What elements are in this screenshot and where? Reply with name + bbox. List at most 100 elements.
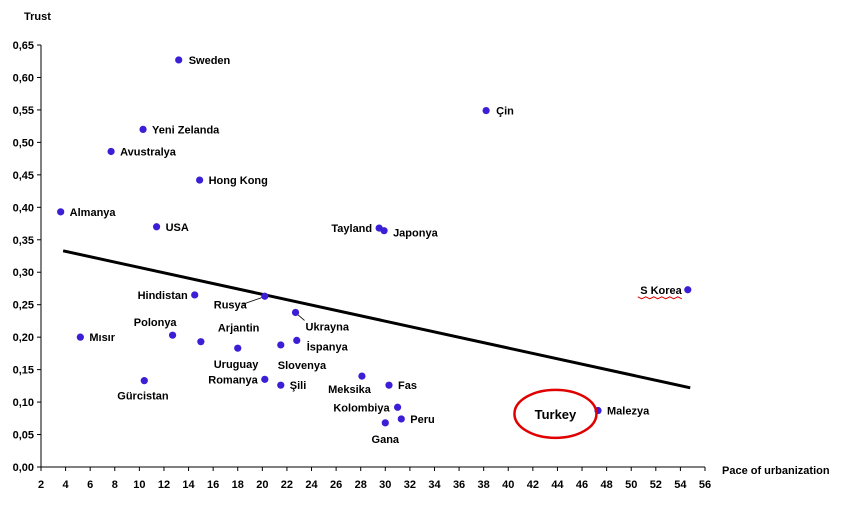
x-tick-label: 34 bbox=[428, 479, 441, 491]
data-point bbox=[482, 106, 490, 115]
turkey-label: Turkey bbox=[535, 407, 577, 422]
data-point-label: S Korea bbox=[640, 285, 682, 297]
x-tick-label: 2 bbox=[38, 479, 44, 491]
x-tick-label: 8 bbox=[112, 479, 118, 491]
x-tick-label: 44 bbox=[551, 479, 564, 491]
data-point bbox=[57, 208, 65, 216]
x-tick-label: 22 bbox=[281, 479, 293, 491]
turkey-highlight-circle bbox=[513, 388, 598, 440]
y-tick-label: 0,20 bbox=[13, 332, 34, 344]
x-tick-label: 52 bbox=[650, 479, 662, 491]
data-point bbox=[139, 125, 147, 133]
data-point-label: Avustralya bbox=[120, 146, 177, 158]
data-point-label: Malezya bbox=[607, 406, 650, 418]
y-tick-label: 0,55 bbox=[13, 105, 34, 117]
y-tick-label: 0,50 bbox=[13, 137, 34, 149]
data-point-label: Sweden bbox=[189, 55, 231, 67]
x-axis-title: Pace of urbanization bbox=[722, 465, 830, 477]
data-point-label: Fas bbox=[398, 380, 417, 392]
axes: 0,00 0,05 0,10 0,15 0,20 0,25 0,30 0,35 0,40 0,45… bbox=[13, 40, 712, 491]
data-point-label: Kolombiya bbox=[333, 402, 390, 414]
y-tick-label: 0,65 bbox=[13, 40, 34, 52]
x-tick-label: 16 bbox=[207, 479, 219, 491]
data-point-label: Uruguay bbox=[214, 359, 259, 371]
data-point bbox=[380, 227, 388, 235]
data-point bbox=[261, 375, 269, 383]
y-tick-label: 0,60 bbox=[13, 72, 34, 84]
data-point bbox=[191, 291, 199, 299]
data-point-label: Hong Kong bbox=[209, 175, 268, 187]
trendline-group bbox=[62, 249, 691, 390]
data-point-label: Hindistan bbox=[138, 290, 188, 302]
x-tick-label: 20 bbox=[256, 479, 268, 491]
y-tick-label: 0,00 bbox=[13, 462, 34, 474]
y-tick-label: 0,45 bbox=[13, 170, 34, 182]
data-point-label: Rusya bbox=[214, 299, 248, 311]
data-point bbox=[277, 381, 285, 389]
data-point-label: Romanya bbox=[208, 374, 258, 386]
data-point-label: Yeni Zelanda bbox=[152, 124, 220, 136]
y-tick-label: 0,15 bbox=[13, 365, 34, 377]
label-underline bbox=[637, 296, 683, 300]
y-tick-label: 0,40 bbox=[13, 202, 34, 214]
annotation-group: Turkey bbox=[513, 388, 598, 440]
y-axis-title: Trust bbox=[24, 11, 51, 23]
x-tick-label: 54 bbox=[674, 479, 687, 491]
data-point bbox=[393, 403, 402, 411]
data-point bbox=[196, 176, 204, 184]
data-point bbox=[293, 336, 301, 344]
y-tick-label: 0,05 bbox=[13, 430, 34, 442]
data-point-label: Slovenya bbox=[278, 360, 327, 372]
data-point-label: Gürcistan bbox=[117, 391, 169, 403]
x-tick-label: 12 bbox=[158, 479, 170, 491]
data-point-label: Polonya bbox=[134, 317, 178, 329]
data-point-label: Japonya bbox=[393, 228, 439, 240]
y-tick-label: 0,35 bbox=[13, 235, 34, 247]
data-point bbox=[140, 377, 148, 385]
leader-line bbox=[297, 314, 305, 321]
x-tick-label: 6 bbox=[87, 479, 93, 491]
data-point-label: Gana bbox=[372, 434, 400, 446]
data-point-label: Almanya bbox=[70, 207, 117, 219]
x-tick-label: 24 bbox=[305, 479, 318, 491]
y-tick-label: 0,10 bbox=[13, 397, 34, 409]
data-point bbox=[234, 344, 242, 352]
x-tick-label: 40 bbox=[502, 479, 514, 491]
data-point bbox=[385, 381, 393, 389]
data-point bbox=[175, 56, 183, 64]
data-point-label: USA bbox=[166, 222, 189, 234]
data-point-label: Peru bbox=[410, 414, 434, 426]
data-point-label: Ukrayna bbox=[306, 321, 350, 333]
data-point-label: Çin bbox=[496, 106, 514, 118]
y-tick-label: 0,30 bbox=[13, 267, 34, 279]
data-point bbox=[261, 292, 269, 300]
data-point bbox=[168, 331, 177, 339]
data-point bbox=[197, 338, 205, 346]
data-point-label: Arjantin bbox=[218, 323, 260, 335]
data-points: Sweden Çin Yeni Zelanda Avustralya Hong Kong… bbox=[57, 55, 692, 446]
x-tick-label: 18 bbox=[232, 479, 244, 491]
x-tick-label: 32 bbox=[404, 479, 416, 491]
x-tick-label: 50 bbox=[625, 479, 637, 491]
data-point-label: Mısır bbox=[89, 332, 115, 344]
data-point bbox=[107, 147, 115, 156]
data-point bbox=[358, 372, 366, 380]
data-point-label: Tayland bbox=[331, 223, 372, 235]
trendline bbox=[62, 249, 691, 390]
x-tick-label: 36 bbox=[453, 479, 465, 491]
data-point bbox=[152, 223, 161, 231]
x-tick-label: 28 bbox=[355, 479, 367, 491]
data-point bbox=[397, 415, 405, 423]
data-point-label: İspanya bbox=[307, 340, 349, 353]
data-point bbox=[277, 341, 285, 349]
x-tick-label: 4 bbox=[63, 479, 70, 491]
x-tick-label: 56 bbox=[699, 479, 711, 491]
x-tick-label: 42 bbox=[527, 479, 539, 491]
data-point bbox=[291, 308, 300, 317]
data-point-label: Meksika bbox=[328, 384, 372, 396]
data-point bbox=[76, 333, 84, 341]
y-tick-label: 0,25 bbox=[13, 300, 34, 312]
x-tick-label: 48 bbox=[601, 479, 613, 491]
x-tick-label: 30 bbox=[379, 479, 391, 491]
